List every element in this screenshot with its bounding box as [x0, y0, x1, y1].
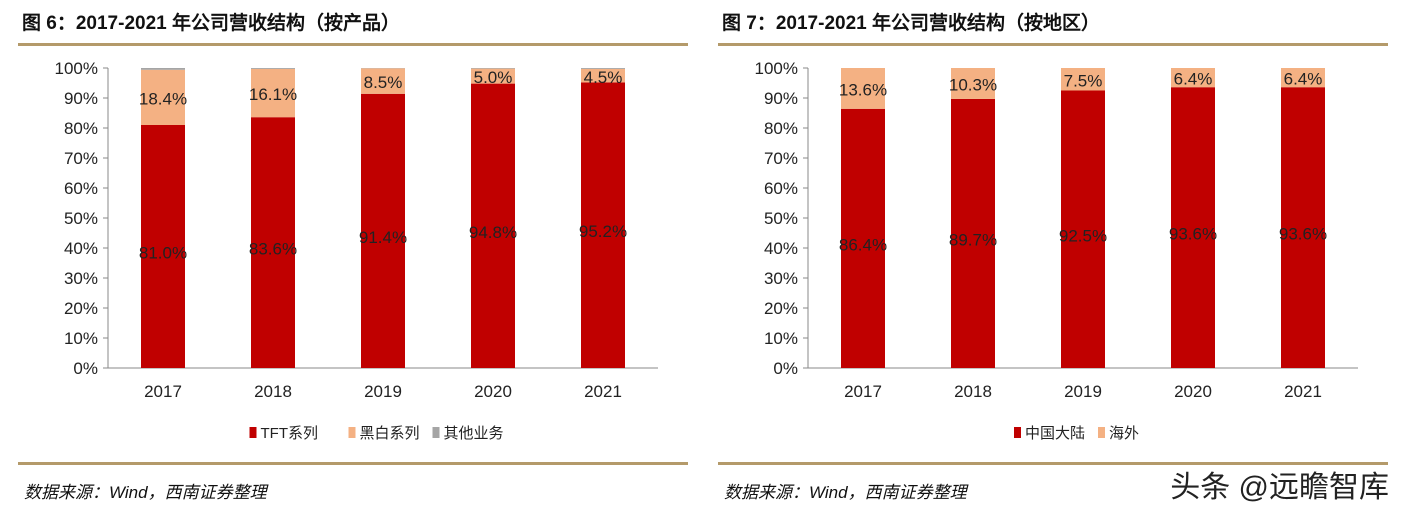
legend-label: 其他业务 [444, 425, 504, 442]
data-label: 10.3% [949, 75, 997, 94]
y-tick-label: 0% [773, 359, 798, 378]
x-tick-label: 2019 [1064, 382, 1102, 401]
bar-0 [361, 93, 405, 369]
x-tick-label: 2017 [144, 382, 182, 401]
divider [718, 43, 1388, 46]
y-tick-label: 70% [64, 149, 98, 168]
data-label: 94.8% [469, 223, 517, 242]
y-tick-label: 50% [64, 209, 98, 228]
legend-label: TFT系列 [261, 425, 319, 442]
data-label: 86.4% [839, 235, 887, 254]
bar-0 [1061, 90, 1105, 368]
legend-swatch [1098, 427, 1105, 438]
bar-1 [471, 68, 515, 84]
y-tick-label: 100% [755, 59, 798, 78]
y-tick-label: 60% [64, 179, 98, 198]
data-label: 4.5% [584, 68, 623, 87]
divider [718, 462, 1388, 465]
data-label: 8.5% [364, 73, 403, 92]
y-tick-label: 20% [764, 299, 798, 318]
data-label: 16.1% [249, 85, 297, 104]
y-tick-label: 40% [764, 239, 798, 258]
chart-panel-region: 图 7：2017-2021 年公司营收结构（按地区） 0% 10% 20% 30% 40… [718, 0, 1388, 512]
x-tick-label: 2017 [844, 382, 882, 401]
chart-panel-product: 图 6：2017-2021 年公司营收结构（按产品） 0% 10% 20% 30% 40… [18, 0, 688, 512]
source-note: 数据来源：Wind，西南证券整理 [724, 483, 967, 502]
x-tick-label: 2021 [584, 382, 622, 401]
bar-0 [141, 125, 185, 368]
bar-0 [1281, 87, 1325, 368]
data-label: 95.2% [579, 222, 627, 241]
x-tick-label: 2018 [954, 382, 992, 401]
x-tick-label: 2021 [1284, 382, 1322, 401]
legend-label: 海外 [1109, 425, 1139, 442]
bar-0 [471, 83, 515, 368]
y-tick-label: 30% [764, 269, 798, 288]
legend-swatch [432, 427, 440, 438]
y-tick-label: 50% [764, 209, 798, 228]
x-tick-label: 2020 [1174, 382, 1212, 401]
bar-0 [951, 98, 995, 369]
watermark: 头条 @远瞻智库 [1170, 471, 1389, 504]
bar-1 [1061, 68, 1105, 91]
data-label: 92.5% [1059, 226, 1107, 245]
bar-2 [471, 68, 515, 69]
legend-swatch [1014, 427, 1021, 438]
data-label: 13.6% [839, 80, 887, 99]
y-tick-label: 10% [64, 329, 98, 348]
data-label: 18.4% [139, 89, 187, 108]
divider [18, 462, 688, 465]
data-label: 89.7% [949, 230, 997, 249]
data-label: 5.0% [474, 68, 513, 87]
source-note: 数据来源：Wind，西南证券整理 [24, 483, 267, 502]
data-label: 91.4% [359, 228, 407, 247]
bar-0 [581, 82, 625, 369]
y-tick-label: 30% [64, 269, 98, 288]
y-tick-label: 100% [55, 59, 98, 78]
x-tick-label: 2019 [364, 382, 402, 401]
bar-0 [841, 108, 885, 369]
chart-region: 0% 10% 20% 30% 40% 50% 60% 70% 80% 90% 100% 2017 86.… [755, 59, 1358, 442]
data-label: 7.5% [1064, 71, 1103, 90]
x-tick-label: 2018 [254, 382, 292, 401]
legend-swatch [249, 427, 257, 438]
bar-1 [581, 68, 625, 83]
y-tick-label: 60% [764, 179, 798, 198]
bar-1 [1281, 68, 1325, 88]
x-tick-label: 2020 [474, 382, 512, 401]
data-label: 93.6% [1279, 225, 1327, 244]
y-tick-label: 90% [64, 89, 98, 108]
data-label: 83.6% [249, 240, 297, 259]
data-label: 93.6% [1169, 225, 1217, 244]
y-tick-label: 80% [764, 119, 798, 138]
bar-1 [841, 68, 885, 109]
data-label: 81.0% [139, 244, 187, 263]
bar-2 [251, 68, 295, 69]
bar-2 [141, 68, 185, 70]
divider [18, 43, 688, 46]
y-tick-label: 10% [764, 329, 798, 348]
bar-1 [951, 68, 995, 99]
bar-1 [1171, 68, 1215, 88]
chart-product: 0% 10% 20% 30% 40% 50% 60% 70% 80% 90% 100% 2017 81.… [55, 59, 658, 442]
legend-label: 中国大陆 [1025, 425, 1085, 442]
legend-label: 黑白系列 [360, 425, 420, 442]
bar-2 [581, 68, 625, 69]
chart-title: 图 7：2017-2021 年公司营收结构（按地区） [722, 13, 1100, 34]
bar-0 [251, 117, 295, 368]
bar-1 [361, 68, 405, 94]
bar-1 [251, 68, 295, 118]
y-tick-label: 80% [64, 119, 98, 138]
y-tick-label: 40% [64, 239, 98, 258]
bar-0 [1171, 87, 1215, 368]
y-tick-label: 70% [764, 149, 798, 168]
y-tick-label: 90% [764, 89, 798, 108]
data-label: 6.4% [1284, 70, 1323, 89]
legend-swatch [348, 427, 356, 438]
bar-1 [141, 69, 185, 125]
data-label: 6.4% [1174, 70, 1213, 89]
chart-title: 图 6：2017-2021 年公司营收结构（按产品） [22, 13, 400, 34]
y-tick-label: 0% [73, 359, 98, 378]
y-tick-label: 20% [64, 299, 98, 318]
